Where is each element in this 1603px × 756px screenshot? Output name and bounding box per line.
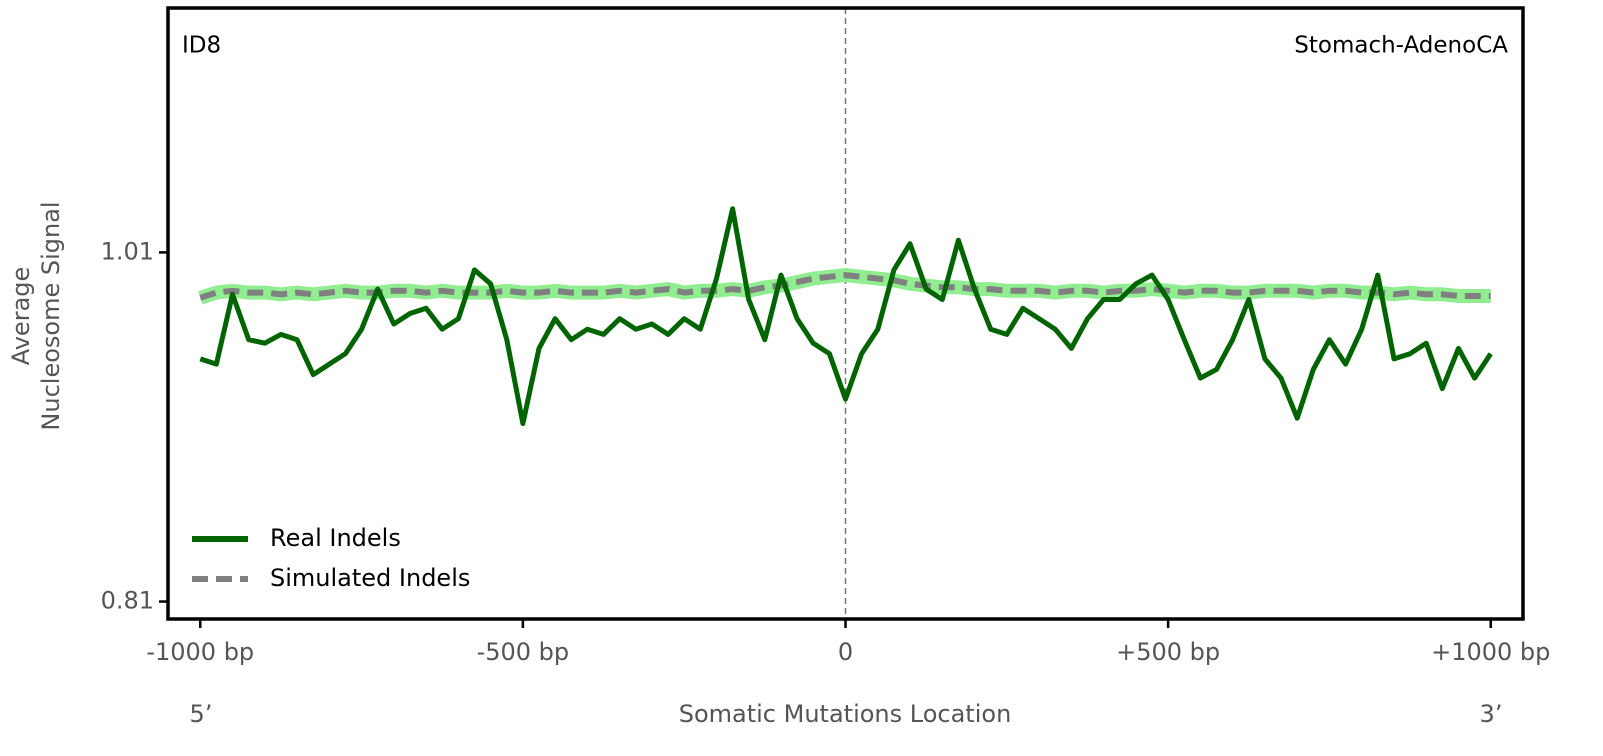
y-tick-label: 1.01 xyxy=(101,237,154,265)
x-end-label: 5’ xyxy=(190,700,213,728)
y-label-line: Nucleosome Signal xyxy=(37,201,65,430)
legend-label: Real Indels xyxy=(270,524,401,552)
series-band xyxy=(198,268,1491,305)
x-label: Somatic Mutations Location xyxy=(679,700,1012,728)
annotation: Stomach-AdenoCA xyxy=(1294,33,1508,59)
x-end-label: 3’ xyxy=(1480,700,1503,728)
legend-label: Simulated Indels xyxy=(270,564,470,592)
x-tick-label: -1000 bp xyxy=(146,638,254,666)
plot-frame xyxy=(166,6,1525,621)
annotation: ID8 xyxy=(182,33,221,59)
y-label-line: Average xyxy=(7,267,35,366)
series-line xyxy=(199,206,1493,426)
x-tick-label: +500 bp xyxy=(1116,638,1220,666)
y-tick-label: 0.81 xyxy=(101,587,154,615)
y-label: Average Nucleosome Signal xyxy=(7,201,65,430)
x-tick-label: -500 bp xyxy=(477,638,570,666)
x-tick-label: 0 xyxy=(838,638,853,666)
series-line xyxy=(199,272,1491,301)
x-tick-label: +1000 bp xyxy=(1431,638,1550,666)
